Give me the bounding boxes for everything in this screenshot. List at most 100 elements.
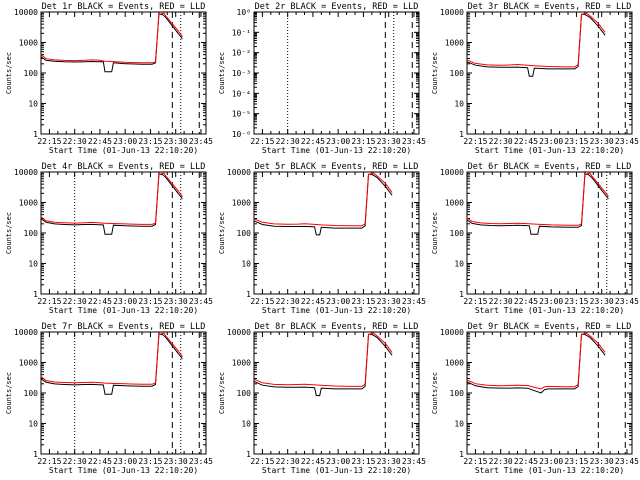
x-tick-label: 23:30 <box>377 137 401 146</box>
panel-det-3: Det 3r BLACK = Events, RED = LLD 1 10 100 10… <box>431 2 639 155</box>
y-tick-label: 100 <box>24 389 39 398</box>
x-tick-label: 23:30 <box>590 137 614 146</box>
series-lld <box>466 12 606 68</box>
y-axis-label: Counts/sec <box>431 52 439 94</box>
series-lld <box>253 332 393 387</box>
y-tick-label: 10 <box>28 260 38 269</box>
y-tick-label: 10⁻⁴ <box>232 89 251 98</box>
plot-frame <box>466 331 633 455</box>
series-lld <box>466 172 609 226</box>
y-tick-label: 1 <box>33 450 38 459</box>
x-axis-label: Start Time (01-Jun-13 22:10:20) <box>262 466 411 475</box>
x-tick-label: 22:15 <box>250 457 274 466</box>
x-tick-label: 23:30 <box>164 297 188 306</box>
x-tick-label: 22:30 <box>489 297 513 306</box>
series-events <box>466 173 609 235</box>
x-tick-label: 22:15 <box>463 457 487 466</box>
x-tick-label: 23:00 <box>326 297 350 306</box>
x-tick-label: 23:45 <box>402 137 426 146</box>
series-lld <box>40 12 183 64</box>
x-tick-label: 22:45 <box>514 297 538 306</box>
x-tick-label: 23:00 <box>326 137 350 146</box>
panel-det-7: Det 7r BLACK = Events, RED = LLD 1 10 100 10… <box>5 322 213 475</box>
y-axis-label: Counts/sec <box>5 372 13 414</box>
panel-title: Det 9r BLACK = Events, RED = LLD <box>468 322 632 332</box>
y-tick-label: 10000 <box>440 328 464 337</box>
y-axis-label: Counts/sec <box>431 212 439 254</box>
x-tick-label: 23:45 <box>189 297 213 306</box>
x-tick-label: 23:45 <box>615 297 639 306</box>
x-tick-label: 23:45 <box>402 457 426 466</box>
y-tick-label: 100 <box>450 69 465 78</box>
panel-title: Det 8r BLACK = Events, RED = LLD <box>255 322 419 332</box>
y-tick-label: 10⁻⁵ <box>232 110 251 119</box>
x-axis-label: Start Time (01-Jun-13 22:10:20) <box>49 466 198 475</box>
x-tick-label: 23:30 <box>164 137 188 146</box>
x-tick-label: 22:30 <box>489 457 513 466</box>
y-tick-label: 1000 <box>19 359 38 368</box>
x-tick-label: 23:00 <box>113 457 137 466</box>
x-tick-label: 22:30 <box>489 137 513 146</box>
y-tick-label: 10 <box>241 420 251 429</box>
x-tick-label: 23:30 <box>590 297 614 306</box>
panel-title: Det 4r BLACK = Events, RED = LLD <box>42 162 206 172</box>
x-tick-label: 23:30 <box>377 297 401 306</box>
x-tick-label: 23:45 <box>189 457 213 466</box>
y-tick-label: 1 <box>246 290 251 299</box>
x-tick-label: 23:30 <box>590 457 614 466</box>
x-tick-label: 22:45 <box>514 137 538 146</box>
panel-title: Det 5r BLACK = Events, RED = LLD <box>255 162 419 172</box>
x-tick-label: 22:15 <box>37 297 61 306</box>
x-tick-label: 23:15 <box>351 297 375 306</box>
panel-det-1: Det 1r BLACK = Events, RED = LLD 1 10 100 10… <box>5 2 213 155</box>
x-tick-label: 22:30 <box>276 137 300 146</box>
plot-frame <box>253 331 420 455</box>
y-tick-label: 10 <box>454 260 464 269</box>
y-tick-label: 10000 <box>440 8 464 17</box>
y-tick-label: 10000 <box>14 168 38 177</box>
x-tick-label: 22:45 <box>88 137 112 146</box>
x-tick-label: 23:15 <box>564 457 588 466</box>
x-tick-label: 22:15 <box>250 297 274 306</box>
y-tick-label: 1 <box>459 450 464 459</box>
plot-frame <box>466 171 633 295</box>
x-tick-label: 22:30 <box>63 457 87 466</box>
y-tick-label: 10 <box>454 420 464 429</box>
x-tick-label: 22:30 <box>63 297 87 306</box>
panel-title: Det 7r BLACK = Events, RED = LLD <box>42 322 206 332</box>
panel-title: Det 2r BLACK = Events, RED = LLD <box>255 2 419 12</box>
plot-frame <box>40 11 207 135</box>
series-lld <box>40 332 183 385</box>
y-tick-label: 1000 <box>445 359 464 368</box>
y-tick-label: 100 <box>450 389 465 398</box>
y-tick-label: 10000 <box>14 328 38 337</box>
y-tick-label: 10⁻¹ <box>232 28 251 37</box>
y-tick-label: 1000 <box>232 199 251 208</box>
y-axis-label: Counts/sec <box>218 372 226 414</box>
series-events <box>466 333 606 394</box>
y-axis-label: Counts/sec <box>5 52 13 94</box>
x-axis-label: Start Time (01-Jun-13 22:10:20) <box>49 146 198 155</box>
x-tick-label: 23:15 <box>138 297 162 306</box>
x-tick-label: 23:15 <box>564 297 588 306</box>
x-axis-label: Start Time (01-Jun-13 22:10:20) <box>262 306 411 315</box>
series-events <box>40 333 183 395</box>
y-tick-label: 1 <box>459 290 464 299</box>
x-tick-label: 23:00 <box>539 137 563 146</box>
y-tick-label: 1000 <box>445 39 464 48</box>
series-events <box>466 13 606 77</box>
panel-title: Det 6r BLACK = Events, RED = LLD <box>468 162 632 172</box>
y-tick-label: 10000 <box>227 328 251 337</box>
series-events <box>40 173 183 235</box>
y-tick-label: 10 <box>454 100 464 109</box>
plot-frame <box>466 11 633 135</box>
x-tick-label: 23:45 <box>402 297 426 306</box>
y-tick-label: 100 <box>24 69 39 78</box>
plot-frame <box>40 171 207 295</box>
series-events <box>253 173 393 236</box>
panel-det-2: Det 2r BLACK = Events, RED = LLD 10⁻⁶ 10⁻⁵… <box>218 2 426 155</box>
series-lld <box>40 172 183 225</box>
x-tick-label: 22:15 <box>463 137 487 146</box>
x-axis-label: Start Time (01-Jun-13 22:10:20) <box>475 466 624 475</box>
